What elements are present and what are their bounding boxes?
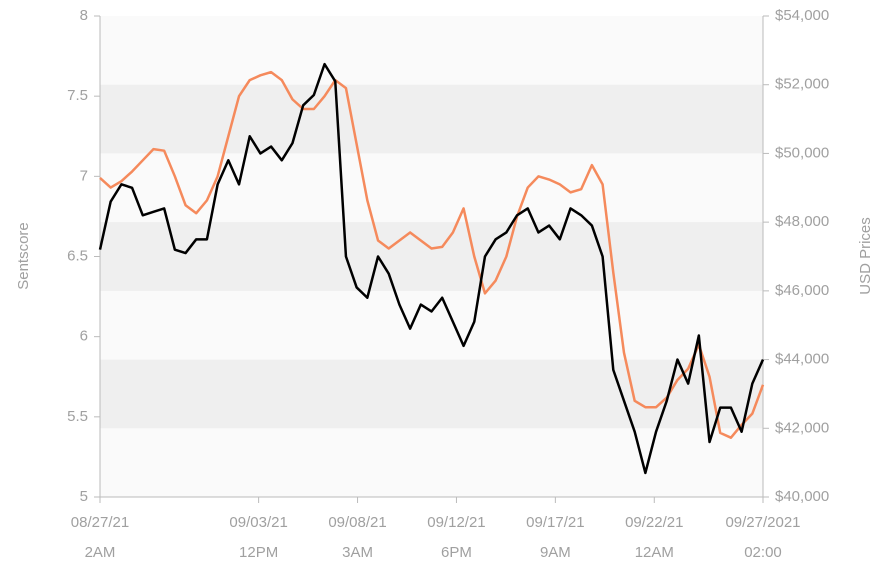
grid-band [100, 84, 763, 154]
x-tick-label: 09/12/21 [427, 514, 485, 531]
y-tick-label: 5 [80, 488, 88, 505]
y2-tick-label: $50,000 [775, 144, 829, 161]
x-tick-label: 09/22/21 [625, 514, 683, 531]
y2-tick-label: $48,000 [775, 213, 829, 230]
y-tick-label: 6.5 [67, 247, 88, 264]
grid-band [100, 222, 763, 291]
y-tick-label: 6 [80, 328, 88, 345]
x-tick-label: 09/17/21 [526, 514, 584, 531]
x-tick-label: 6PM [441, 544, 472, 561]
y2-tick-label: $40,000 [775, 488, 829, 505]
y2-tick-label: $44,000 [775, 351, 829, 368]
plot-background [100, 16, 763, 497]
x-tick-label: 12AM [635, 544, 674, 561]
y-tick-label: 5.5 [67, 408, 88, 425]
x-tick-label: 09/03/21 [229, 514, 287, 531]
y2-tick-label: $46,000 [775, 282, 829, 299]
x-tick-label: 9AM [540, 544, 571, 561]
y-axis-title: Sentscore [15, 222, 32, 290]
y-tick-label: 7 [80, 167, 88, 184]
y-tick-label: 8 [80, 7, 88, 24]
x-tick-label: 09/08/21 [328, 514, 386, 531]
grid-band [100, 359, 763, 429]
x-tick-label: 02:00 [744, 544, 782, 561]
x-tick-label: 09/27/2021 [725, 514, 800, 531]
y2-axis-title: USD Prices [857, 217, 874, 295]
y2-tick-label: $54,000 [775, 7, 829, 24]
x-tick-label: 2AM [85, 544, 116, 561]
series-line [99, 70, 765, 439]
x-tick-label: 12PM [239, 544, 278, 561]
x-tick-label: 08/27/21 [71, 514, 129, 531]
y-tick-label: 7.5 [67, 87, 88, 104]
x-tick-label: 3AM [342, 544, 373, 561]
series-line [98, 62, 765, 475]
y2-tick-label: $52,000 [775, 76, 829, 93]
y2-tick-label: $42,000 [775, 419, 829, 436]
